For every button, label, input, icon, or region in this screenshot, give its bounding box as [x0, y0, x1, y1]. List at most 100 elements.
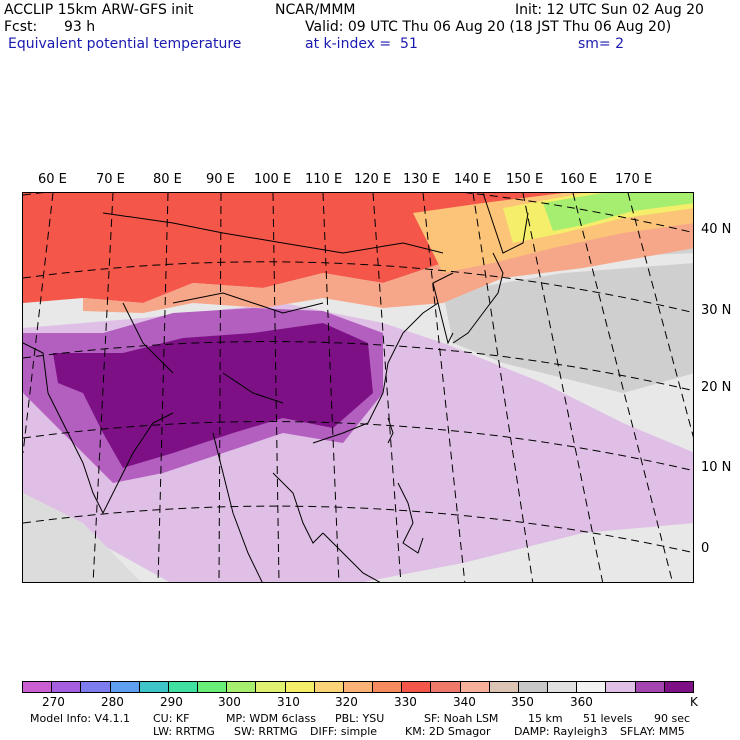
longitude-line — [422, 193, 466, 582]
field-name: Equivalent potential temperature — [8, 36, 242, 52]
colorbar-swatch — [314, 682, 344, 692]
lon-label: 150 E — [506, 172, 544, 187]
colorbar-tick: 320 — [335, 695, 358, 709]
colorbar-tick: 330 — [394, 695, 417, 709]
level-count: 51 levels — [583, 712, 633, 725]
colorbar-tick: 290 — [160, 695, 183, 709]
damp-scheme: DAMP: Rayleigh3 — [514, 725, 608, 738]
init-time: Init: 12 UTC Sun 02 Aug 20 — [515, 2, 704, 18]
longitude-line — [522, 193, 604, 582]
latitude-line — [23, 505, 693, 554]
lon-label: 60 E — [38, 172, 67, 187]
lon-label: 110 E — [305, 172, 343, 187]
longitude-line — [92, 193, 114, 582]
colorbar-swatch — [402, 682, 432, 692]
forecast-label: Fcst: — [4, 19, 38, 35]
colorbar-tick: 360 — [570, 695, 593, 709]
field-gray-patch — [23, 493, 142, 582]
colorbar-swatch — [139, 682, 169, 692]
lat-label: 30 N — [701, 303, 732, 318]
colorbar-tick: 280 — [101, 695, 124, 709]
coastline-taiwan — [387, 417, 394, 444]
latitude-line — [23, 193, 693, 234]
lon-label: 70 E — [96, 172, 125, 187]
colorbar-swatch — [606, 682, 636, 692]
colorbar-swatch — [664, 682, 693, 692]
coastline-indochina — [212, 432, 324, 582]
colorbar-swatch — [373, 682, 403, 692]
lon-label: 120 E — [354, 172, 392, 187]
field-dark-purple — [53, 323, 373, 468]
colorbar-swatch — [431, 682, 461, 692]
coastline-china — [312, 272, 454, 444]
longitude-line — [23, 193, 54, 454]
lw-scheme: LW: RRTMG — [153, 725, 215, 738]
mp-scheme: MP: WDM 6class — [226, 712, 316, 725]
colorbar-tick: 270 — [42, 695, 65, 709]
longitude-line — [157, 193, 169, 582]
latitude-line — [23, 341, 693, 392]
latitude-line — [23, 421, 693, 472]
colorbar-swatch — [227, 682, 257, 692]
sw-scheme: SW: RRTMG — [234, 725, 298, 738]
map-canvas — [23, 193, 693, 582]
longitude-line — [218, 193, 222, 582]
sf-scheme: SF: Noah LSM — [424, 712, 499, 725]
lon-label: 130 E — [403, 172, 441, 187]
longitude-line — [572, 193, 674, 582]
lat-label: 10 N — [701, 460, 732, 475]
colorbar-swatch — [23, 682, 53, 692]
valid-time: Valid: 09 UTC Thu 06 Aug 20 (18 JST Thu … — [305, 19, 672, 35]
longitude-line — [472, 193, 534, 582]
colorbar-swatch — [52, 682, 82, 692]
model-info: Model Info: V4.1.1 — [30, 712, 131, 725]
lon-label: 140 E — [454, 172, 492, 187]
colorbar-tick: 310 — [277, 695, 300, 709]
colorbar-swatch — [577, 682, 607, 692]
colorbar-unit: K — [690, 695, 698, 709]
lat-label: 40 N — [701, 222, 732, 237]
colorbar-swatch — [489, 682, 519, 692]
coastline-sakhalin — [482, 193, 529, 254]
colorbar-swatch — [518, 682, 549, 692]
coastline-korea — [437, 302, 454, 345]
coastline-japan — [452, 252, 504, 344]
colorbar — [22, 681, 694, 693]
org-label: NCAR/MMM — [275, 2, 356, 18]
colorbar-swatch — [285, 682, 315, 692]
level-index: at k-index = 51 — [305, 36, 418, 52]
colorbar-swatch — [635, 682, 665, 692]
coastline-philippines — [397, 482, 424, 554]
colorbar-swatch — [81, 682, 111, 692]
colorbar-swatch — [460, 682, 490, 692]
sflay-scheme: SFLAY: MM5 — [620, 725, 685, 738]
resolution: 15 km — [528, 712, 563, 725]
timestep: 90 sec — [654, 712, 691, 725]
lon-label: 170 E — [615, 172, 653, 187]
longitude-line — [322, 193, 340, 582]
colorbar-swatch — [198, 682, 228, 692]
longitude-line — [272, 193, 280, 582]
coastline-india — [23, 342, 174, 515]
km-scheme: KM: 2D Smagor — [405, 725, 491, 738]
lon-label: 80 E — [153, 172, 182, 187]
colorbar-swatch — [256, 682, 286, 692]
pbl-scheme: PBL: YSU — [335, 712, 385, 725]
lat-label: 20 N — [701, 380, 732, 395]
colorbar-tick: 340 — [453, 695, 476, 709]
coastline-borneo — [322, 532, 381, 582]
field-gray-patch — [443, 263, 693, 393]
model-title: ACCLIP 15km ARW-GFS init — [4, 2, 194, 18]
latitude-line — [23, 261, 693, 314]
longitude-line — [372, 193, 402, 582]
colorbar-swatch — [343, 682, 374, 692]
map-panel — [22, 192, 694, 583]
smoothing-label: sm= 2 — [578, 36, 625, 52]
lon-label: 90 E — [206, 172, 235, 187]
cu-scheme: CU: KF — [153, 712, 190, 725]
country-border — [102, 212, 444, 404]
lat-label: 0 — [701, 541, 710, 556]
colorbar-tick: 350 — [511, 695, 534, 709]
diff-scheme: DIFF: simple — [310, 725, 378, 738]
forecast-hour: 93 h — [64, 19, 96, 35]
